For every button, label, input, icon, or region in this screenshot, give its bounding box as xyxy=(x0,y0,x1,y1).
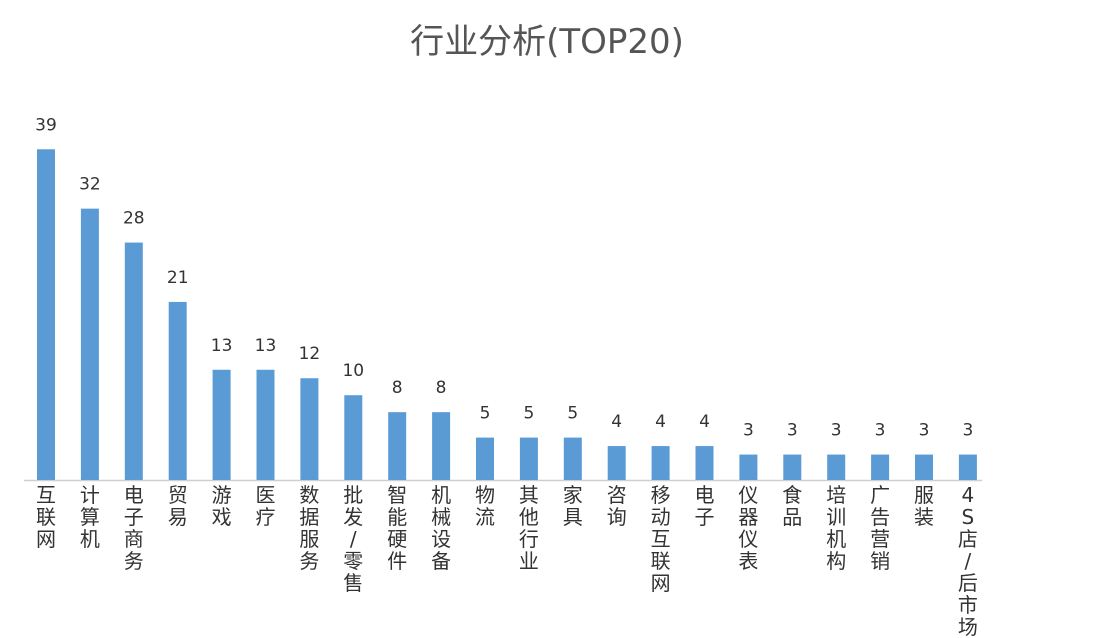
bar xyxy=(300,378,319,480)
data-label: 5 xyxy=(567,404,578,424)
category-label: 培训机构 xyxy=(826,483,846,573)
bar xyxy=(432,412,451,480)
data-label: 3 xyxy=(743,421,754,441)
bar xyxy=(168,301,187,480)
category-label: 互联网 xyxy=(36,483,56,551)
category-label: 数据服务 xyxy=(299,483,319,573)
data-label: 3 xyxy=(875,421,886,441)
data-label: 32 xyxy=(79,175,101,195)
data-label: 3 xyxy=(962,421,973,441)
category-label: 家具 xyxy=(563,483,583,529)
bar xyxy=(256,369,275,480)
category-label: 移动互联网 xyxy=(651,483,671,595)
bar xyxy=(124,242,143,480)
category-label: 智能硬件 xyxy=(387,483,407,573)
category-label: 4 S 店/后市场 xyxy=(958,483,978,638)
category-label: 医疗 xyxy=(256,483,276,529)
category-label: 电子 xyxy=(695,483,715,529)
data-label: 13 xyxy=(211,336,233,356)
category-label: 批发/零售 xyxy=(343,483,363,595)
data-label: 13 xyxy=(255,336,277,356)
bar xyxy=(344,395,363,480)
data-label: 10 xyxy=(342,361,364,381)
data-label: 4 xyxy=(611,412,622,432)
data-label: 8 xyxy=(392,378,403,398)
bar xyxy=(80,208,99,480)
data-label: 8 xyxy=(436,378,447,398)
category-label: 广告营销 xyxy=(870,483,890,573)
category-label: 贸易 xyxy=(168,483,188,529)
bar xyxy=(651,446,670,480)
data-label: 12 xyxy=(299,344,321,364)
bar xyxy=(783,454,802,480)
category-label: 食品 xyxy=(782,483,802,529)
category-label: 游戏 xyxy=(212,483,232,529)
data-label: 4 xyxy=(699,412,710,432)
data-label: 21 xyxy=(167,268,189,288)
bar xyxy=(958,454,977,480)
bar xyxy=(212,369,231,480)
category-label: 服装 xyxy=(914,483,934,529)
data-label: 5 xyxy=(523,404,534,424)
data-label: 3 xyxy=(831,421,842,441)
data-label: 3 xyxy=(787,421,798,441)
category-label: 电子商务 xyxy=(124,483,144,573)
bar xyxy=(37,149,55,480)
data-label: 3 xyxy=(919,421,930,441)
bar xyxy=(607,446,626,480)
bar xyxy=(695,446,714,480)
category-label: 其他行业 xyxy=(519,483,539,573)
bar xyxy=(519,437,538,480)
data-label: 4 xyxy=(655,412,666,432)
category-label: 计算机 xyxy=(80,483,100,551)
category-label: 咨询 xyxy=(607,483,627,529)
data-label: 28 xyxy=(123,209,145,229)
bar xyxy=(827,454,846,480)
bar xyxy=(563,437,582,480)
category-label: 物流 xyxy=(475,483,495,529)
bar xyxy=(739,454,758,480)
bar xyxy=(476,437,494,480)
data-label: 39 xyxy=(35,115,57,135)
bar xyxy=(871,454,890,480)
category-label: 机械设备 xyxy=(431,483,451,573)
chart-title: 行业分析(TOP20) xyxy=(410,22,684,62)
data-label: 5 xyxy=(480,404,491,424)
bar xyxy=(388,412,407,480)
bar xyxy=(915,454,933,480)
category-label: 仪器仪表 xyxy=(738,483,758,573)
